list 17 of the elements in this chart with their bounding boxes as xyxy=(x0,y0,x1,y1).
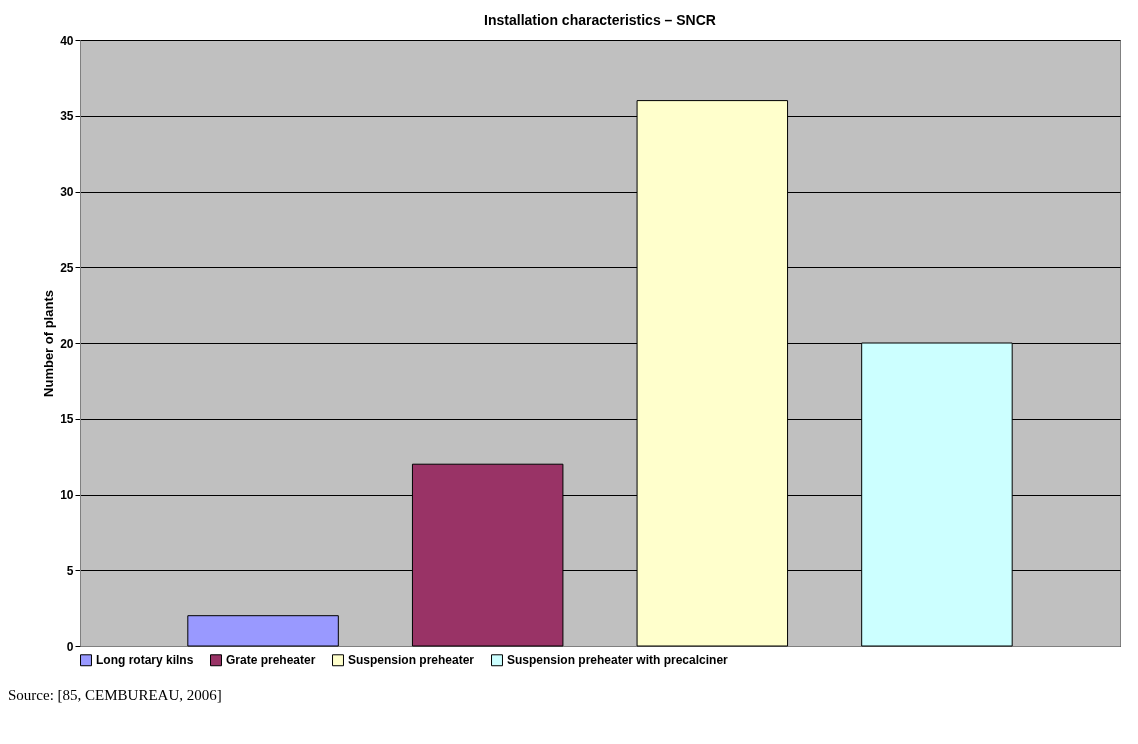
chart-title: Installation characteristics – SNCR xyxy=(484,12,716,28)
bar xyxy=(187,615,339,647)
source-note: Source: [85, CEMBUREAU, 2006] xyxy=(8,687,222,703)
legend-label: Suspension preheater xyxy=(348,653,475,668)
legend-label: Suspension preheater with precalciner xyxy=(507,653,729,668)
y-tick-label: 20 xyxy=(60,336,74,351)
y-tick-label: 10 xyxy=(60,488,74,502)
y-axis-title: Number of plants xyxy=(41,290,57,397)
y-tick-label: 5 xyxy=(66,563,74,578)
y-tick-label: 0 xyxy=(66,639,74,654)
y-tick-label: 40 xyxy=(60,33,74,48)
y-tick-label: 35 xyxy=(60,109,74,124)
y-tick-label: 15 xyxy=(60,412,74,427)
y-tick-label: 30 xyxy=(60,185,74,199)
y-tick-label: 25 xyxy=(60,260,74,275)
legend-label: Long rotary kilns xyxy=(96,653,194,668)
legend-label: Grate preheater xyxy=(226,653,316,668)
